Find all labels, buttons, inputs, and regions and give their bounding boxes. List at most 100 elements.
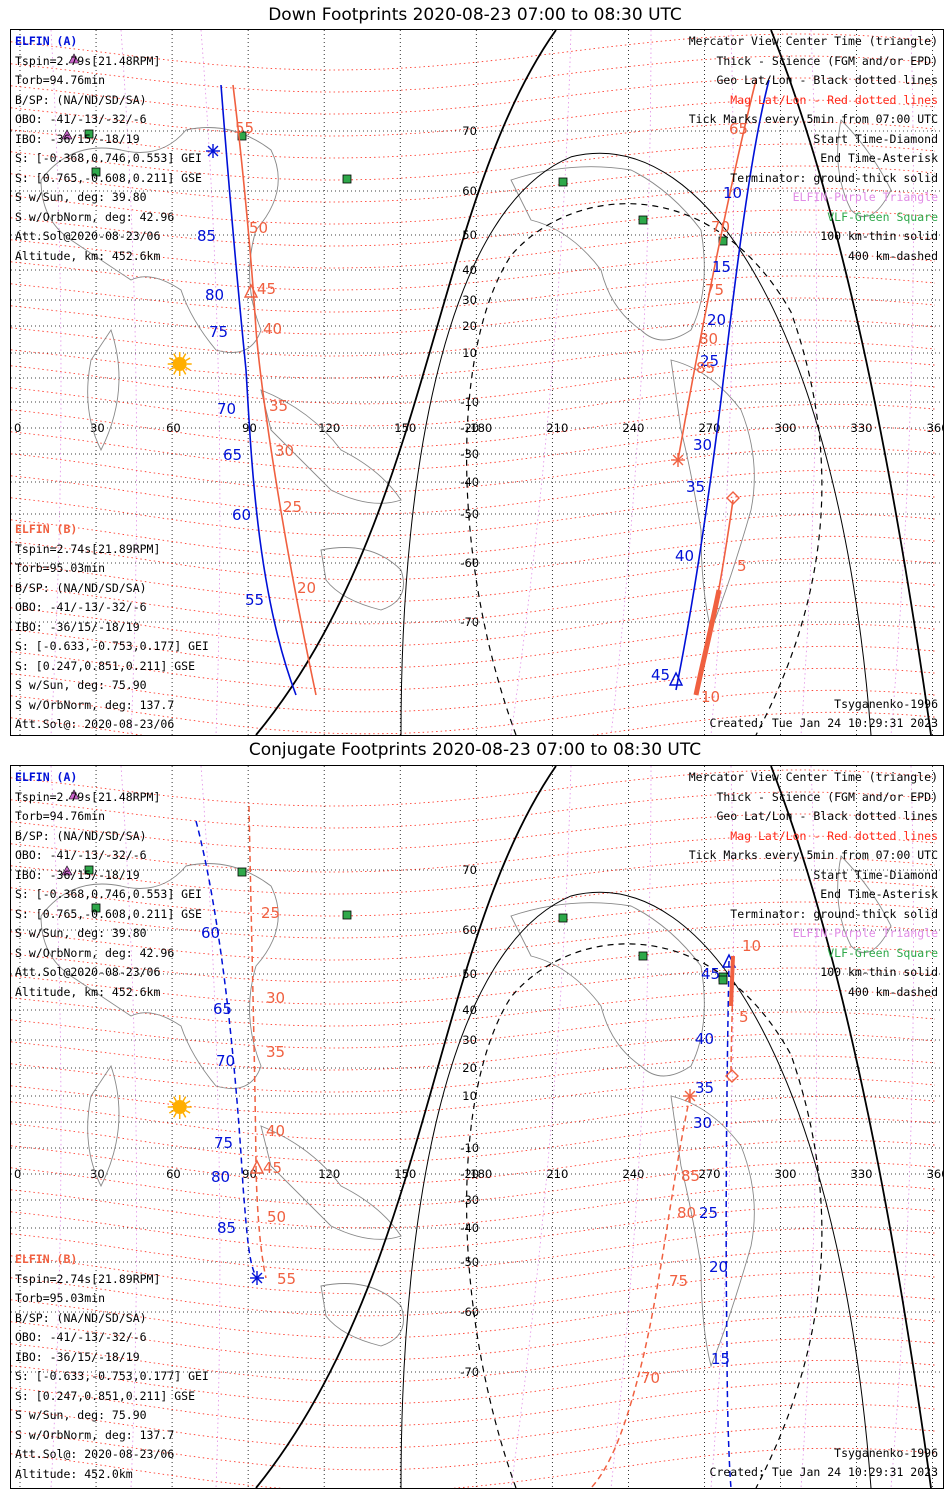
mag-parallel: [11, 359, 936, 405]
mag-meridian: [610, 766, 652, 1488]
mag-parallel: [11, 1117, 936, 1163]
mag-parallel: [11, 857, 936, 895]
view-center-triangle-icon: [668, 671, 684, 686]
asterisk-stroke: [684, 1090, 696, 1102]
view-center-triangle-icon: [243, 283, 259, 298]
mag-parallel: [11, 579, 936, 625]
track-tick-label: 80: [211, 1168, 230, 1186]
asterisk-stroke: [251, 1272, 263, 1284]
track-tick-label: 45: [651, 666, 670, 684]
mag-parallel: [11, 769, 936, 807]
sun-ray: [182, 1096, 187, 1102]
lat-tick-label: -60: [460, 1305, 479, 1319]
map-legend: Mercator View Center Time (triangle) Thic…: [689, 32, 938, 266]
elfin-a-header: ELFIN (A): [15, 34, 78, 48]
mag-parallel: [11, 813, 936, 851]
panel-title-down: Down Footprints 2020-08-23 07:00 to 08:3…: [268, 5, 682, 25]
coastline: [260, 1125, 402, 1240]
lat-tick-label: 10: [462, 1089, 477, 1103]
elfin-b-line: S: [-0.633,-0.753,0.177] GEI: [15, 1369, 209, 1383]
mag-meridian: [890, 766, 914, 1488]
elfin-a-line: S: [-0.368,0.746,0.553] GEI: [15, 151, 202, 165]
legend-item: VLF-Green Square: [827, 945, 938, 960]
elfin-a-line: S w/OrbNorm, deg: 42.96: [15, 209, 175, 224]
sun-ray: [182, 353, 187, 359]
elfin-a-line: S: [0.765,-0.608,0.211] GSE: [15, 906, 202, 921]
legend-item: End Time-Asterisk: [820, 151, 938, 165]
coastline: [837, 119, 892, 218]
track-tick-label: 50: [249, 219, 268, 237]
panel-title-conjugate: Conjugate Footprints 2020-08-23 07:00 to…: [248, 740, 702, 760]
lat-tick-label: -30: [460, 447, 479, 461]
mag-meridian: [610, 30, 652, 735]
elfin-b-line: IBO: -36/15/-18/19: [15, 619, 140, 634]
end-asterisk-icon: [671, 453, 685, 467]
mag-parallel: [11, 879, 936, 917]
sun-ray: [185, 366, 191, 371]
mag-parallel: [11, 1139, 936, 1185]
ring-400km: [466, 203, 823, 735]
asterisk-stroke: [207, 145, 219, 157]
legend-item: Tick Marks every 5min from 07:00 UTC: [688, 112, 938, 126]
elfin-a-line: Tspin=2.79s[21.48RPM]: [15, 789, 161, 804]
lon-tick-label: 120: [318, 1167, 340, 1181]
track-tick-label: 5: [737, 557, 747, 575]
mag-parallel: [11, 835, 936, 873]
elfin-a-track: [675, 79, 770, 691]
sun-ray: [168, 357, 175, 362]
elfin-a-info: ELFIN (A) Tspin=2.79s[21.48RPM] Torb=94.76…: [15, 768, 202, 1002]
mag-parallel: [11, 319, 936, 357]
legend-item: Mag Lat/Lon - Red dotted lines: [730, 828, 938, 843]
elfin-b-track: [232, 84, 317, 696]
lon-tick-label: 210: [546, 421, 568, 435]
mag-parallel: [11, 447, 936, 493]
sun-ray: [173, 1112, 177, 1118]
lat-tick-label: -40: [460, 1221, 479, 1235]
vlf-station-icon: [237, 131, 247, 141]
elfin-a-line: S w/Sun, deg: 39.80: [15, 926, 147, 940]
lon-tick-label: 60: [166, 421, 181, 435]
lon-tick-label: 30: [90, 1167, 105, 1181]
elfin-b-track: [590, 1095, 691, 1488]
vlf-station-icon: [84, 865, 94, 875]
lon-tick-label: 240: [622, 1167, 644, 1181]
mag-parallel: [11, 1381, 936, 1427]
track-tick-label: 10: [701, 688, 720, 706]
mag-meridian: [200, 766, 221, 1488]
legend-item: 400 km-dashed: [847, 248, 938, 263]
elfin-b-line: B/SP: (NA/ND/SD/SA): [15, 580, 147, 595]
elfin-a-line: IBO: -36/15/-18/19: [15, 131, 140, 146]
elfin-a-track: [220, 84, 297, 696]
mag-parallel: [11, 231, 936, 269]
track-tick-label: 25: [700, 352, 719, 370]
track-tick-label: 80: [677, 1204, 696, 1222]
elfin-b-track: [248, 805, 267, 1279]
lon-tick-label: 210: [546, 1167, 568, 1181]
mag-parallel: [11, 469, 936, 515]
start-diamond-icon: [726, 491, 740, 505]
coastline: [87, 1064, 120, 1188]
lon-tick-label: 240: [622, 421, 644, 435]
coastline: [837, 855, 892, 954]
lon-tick-label: 180: [470, 421, 492, 435]
elfin-b-header: ELFIN (B): [15, 1252, 78, 1266]
lon-tick-label: 330: [851, 421, 873, 435]
vlf-station-icon: [718, 975, 728, 985]
elfin-b-line: S: [0.247,0.851,0.211] GSE: [15, 1388, 196, 1403]
vlf-station-icon: [342, 910, 352, 920]
legend-item: Mercator View Center Time (triangle): [688, 770, 938, 784]
track-tick-label: 15: [712, 258, 731, 276]
mag-parallel: [11, 275, 936, 313]
elfin-a-line: Altitude, km: 452.6km: [15, 248, 161, 263]
elfin-b-line: B/SP: (NA/ND/SD/SA): [15, 1310, 147, 1325]
mag-meridian: [50, 766, 62, 1488]
track-tick-label: 40: [675, 547, 694, 565]
track-tick-label: 65: [223, 446, 242, 464]
mag-meridian: [120, 766, 138, 1488]
elfin-a-info: ELFIN (A) Tspin=2.79s[21.48RPM] Torb=94.76…: [15, 32, 202, 266]
lat-tick-label: 60: [462, 184, 477, 198]
sun-ray: [185, 1109, 191, 1114]
track-tick-label: 85: [681, 1167, 700, 1185]
mag-parallel: [11, 1077, 936, 1115]
vlf-station-icon: [91, 903, 101, 913]
